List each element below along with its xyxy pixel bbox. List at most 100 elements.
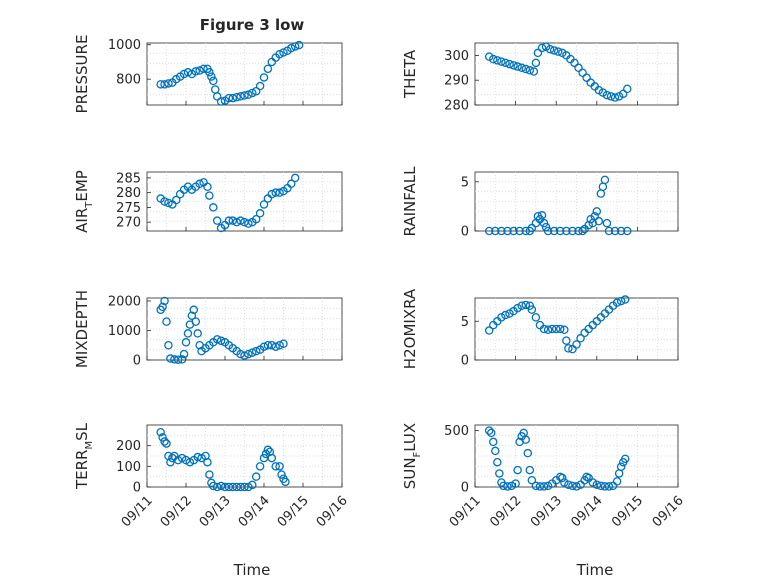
data-point <box>612 298 622 307</box>
data-point <box>248 88 257 98</box>
y-tick-label: 0 <box>461 225 469 240</box>
x-axis-label-left: Time <box>233 561 271 579</box>
subplot-h2omixra: 0 5 H2OMIXRA <box>401 288 679 369</box>
data-point <box>578 68 587 78</box>
data-point <box>578 226 587 236</box>
data-point <box>570 58 579 68</box>
data-point <box>551 324 561 334</box>
data-point <box>205 68 214 77</box>
data-point <box>497 57 506 66</box>
x-tick-label: 09/13 <box>197 493 234 530</box>
data-point <box>582 73 591 82</box>
data-point <box>623 84 632 94</box>
data-point <box>275 188 284 197</box>
x-tick-label: 09/15 <box>609 493 646 530</box>
data-point <box>592 480 602 489</box>
data-point <box>556 324 565 334</box>
data-point <box>248 480 257 490</box>
data-point <box>592 207 602 216</box>
y-tick-label: 100 <box>116 460 141 475</box>
data-point <box>511 479 520 488</box>
data-point <box>240 351 249 360</box>
subplot-theta: 280 290 300 THETA <box>401 42 679 114</box>
data-point <box>560 325 569 335</box>
data-point <box>558 473 567 483</box>
data-point <box>271 342 280 351</box>
data-point <box>158 433 167 442</box>
data-point <box>620 295 630 304</box>
data-point <box>209 203 218 212</box>
x-tick-label: 09/12 <box>158 493 195 530</box>
x-tick-label: 09/15 <box>275 493 312 530</box>
data-point <box>290 173 300 183</box>
y-axis-label: SUNFLUX <box>401 423 423 489</box>
data-point <box>189 305 199 315</box>
data-point <box>244 349 253 359</box>
data-point <box>162 317 171 326</box>
x-tick-label: 09/11 <box>447 493 484 530</box>
y-tick-label: 500 <box>444 424 469 439</box>
data-point <box>271 188 280 197</box>
x-tick-label: 09/11 <box>119 493 156 530</box>
data-point <box>244 90 253 99</box>
data-point <box>489 54 498 64</box>
data-point <box>244 219 253 228</box>
data-point <box>267 453 277 463</box>
data-point <box>602 90 612 100</box>
data-point <box>207 72 216 81</box>
data-point <box>556 226 565 236</box>
data-point <box>549 46 559 55</box>
data-point <box>191 67 200 76</box>
data-point <box>521 435 531 444</box>
data-point <box>521 64 531 74</box>
data-point <box>279 339 288 349</box>
y-tick-label: 280 <box>116 186 141 201</box>
data-point <box>495 469 504 478</box>
data-point <box>205 470 214 479</box>
data-point <box>267 189 277 199</box>
data-point <box>279 48 288 57</box>
data-point <box>164 79 173 88</box>
data-point <box>251 346 261 356</box>
subplot-sun: 0 500 09/11 09/12 09/13 09/14 09/15 09/16 SUNFLU… <box>401 423 687 531</box>
data-point <box>612 477 622 486</box>
data-point <box>195 66 204 75</box>
data-point <box>545 44 555 54</box>
data-point <box>232 93 241 102</box>
data-point <box>224 93 234 103</box>
subplot-pressure: 800 1000 PRESSURE <box>73 35 343 113</box>
data-point <box>620 454 630 464</box>
data-point <box>183 329 193 338</box>
y-axis-label: MIXDEPTH <box>73 290 91 368</box>
y-axis-label: AIRTEMP <box>73 170 95 233</box>
data-point <box>203 182 212 191</box>
data-point <box>531 58 541 68</box>
data-point <box>259 73 269 82</box>
data-point <box>236 92 245 101</box>
data-point <box>568 226 577 236</box>
data-point <box>228 93 238 103</box>
data-point <box>584 220 593 230</box>
data-point <box>236 216 245 225</box>
data-point <box>162 439 171 448</box>
data-point <box>529 67 539 76</box>
data-point <box>517 301 526 310</box>
data-point <box>503 482 512 491</box>
data-point <box>158 302 167 312</box>
data-point <box>484 226 494 236</box>
data-point <box>606 92 616 101</box>
data-point <box>195 179 204 189</box>
data-point <box>594 216 604 226</box>
y-axis-label: RAINFALL <box>401 166 419 237</box>
data-point <box>281 477 290 487</box>
data-point <box>271 462 280 471</box>
data-point <box>275 49 284 59</box>
subplot-rainfall: 0 5 RAINFALL <box>401 166 679 240</box>
y-tick-label: 280 <box>444 99 469 114</box>
data-point <box>160 296 169 306</box>
data-point <box>168 453 177 463</box>
data-point <box>600 175 610 185</box>
data-point <box>505 309 514 318</box>
data-point <box>484 326 494 335</box>
data-point <box>259 200 269 209</box>
